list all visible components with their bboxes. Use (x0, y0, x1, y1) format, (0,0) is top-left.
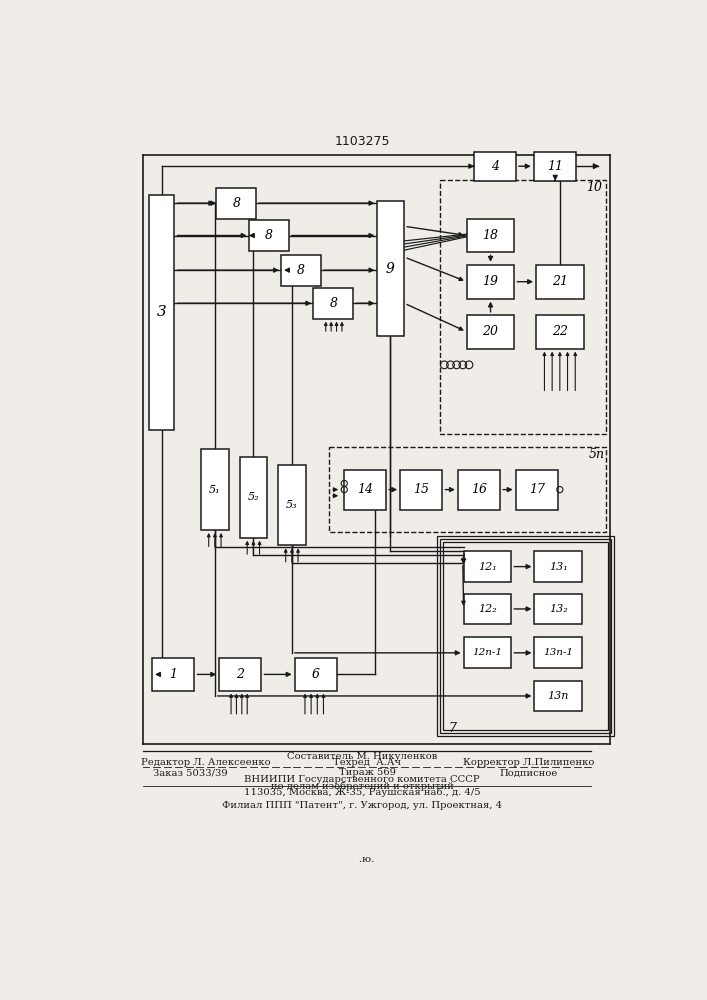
Bar (152, 658, 194, 691)
Bar (534, 551, 582, 582)
Text: 13₂: 13₂ (549, 604, 568, 614)
Text: 15: 15 (414, 483, 429, 496)
Text: 1: 1 (169, 668, 177, 681)
Text: Составитель М. Никуленков: Составитель М. Никуленков (287, 752, 437, 761)
Bar (219, 658, 262, 691)
Bar (440, 180, 606, 434)
Text: Редактор Л. Алексеенко: Редактор Л. Алексеенко (141, 758, 271, 767)
Text: 21: 21 (552, 275, 568, 288)
Text: 13₁: 13₁ (549, 562, 568, 572)
Text: .ю.: .ю. (349, 855, 375, 864)
Text: 5₁: 5₁ (209, 485, 221, 495)
Text: 16: 16 (471, 483, 487, 496)
Bar (464, 637, 511, 668)
Text: Корректор Л.Пилипенко: Корректор Л.Пилипенко (463, 758, 595, 767)
Text: 9: 9 (386, 262, 395, 276)
Text: 5₂: 5₂ (247, 492, 259, 502)
Text: 10: 10 (587, 181, 602, 194)
Bar (216, 188, 257, 219)
Text: 11: 11 (547, 160, 563, 173)
Bar (295, 658, 337, 691)
Bar (440, 539, 611, 733)
Text: 17: 17 (529, 483, 544, 496)
Text: 8: 8 (233, 197, 240, 210)
Text: ВНИИПИ Государственного комитета СССР: ВНИИПИ Государственного комитета СССР (244, 775, 480, 784)
Text: 3: 3 (157, 306, 167, 320)
Bar (536, 315, 584, 349)
Text: 12₁: 12₁ (478, 562, 497, 572)
Bar (437, 536, 614, 736)
Text: Техред  А.Ач: Техред А.Ач (333, 758, 402, 767)
Bar (344, 470, 386, 510)
Text: 12п-1: 12п-1 (472, 648, 503, 657)
Text: 4: 4 (491, 160, 499, 173)
Bar (515, 470, 558, 510)
Text: 5п: 5п (589, 448, 604, 461)
Text: 19: 19 (483, 275, 498, 288)
Bar (474, 152, 516, 181)
Text: 18: 18 (483, 229, 498, 242)
Text: 8: 8 (265, 229, 273, 242)
Bar (467, 315, 515, 349)
Bar (534, 594, 582, 624)
Bar (534, 637, 582, 668)
Bar (400, 470, 443, 510)
Bar (534, 681, 582, 711)
Bar (149, 195, 175, 430)
Bar (313, 288, 354, 319)
Text: 14: 14 (357, 483, 373, 496)
Bar (329, 447, 606, 532)
Text: 13п-1: 13п-1 (543, 648, 573, 657)
Bar (278, 465, 305, 545)
Bar (467, 265, 515, 299)
Text: 7: 7 (448, 722, 456, 735)
Bar (249, 220, 288, 251)
Bar (458, 470, 500, 510)
Text: Тираж 569: Тираж 569 (339, 768, 396, 777)
Bar (377, 201, 404, 336)
Bar (281, 255, 321, 286)
Bar (464, 594, 511, 624)
Text: по делам изобретений и открытий: по делам изобретений и открытий (271, 781, 453, 791)
Bar (464, 551, 511, 582)
Text: 1103275: 1103275 (334, 135, 390, 148)
Text: 113035, Москва, Ж-35, Раушская наб., д. 4/5: 113035, Москва, Ж-35, Раушская наб., д. … (244, 787, 480, 797)
Bar (536, 265, 584, 299)
Text: 12₂: 12₂ (478, 604, 497, 614)
Bar (240, 457, 267, 538)
Bar (443, 542, 607, 730)
Bar (534, 152, 576, 181)
Text: 2: 2 (236, 668, 245, 681)
Bar (201, 449, 229, 530)
Text: 22: 22 (552, 325, 568, 338)
Text: Подписное: Подписное (500, 768, 559, 777)
Text: 20: 20 (483, 325, 498, 338)
Text: 13п: 13п (548, 691, 569, 701)
Bar (467, 219, 515, 252)
Text: 5₃: 5₃ (286, 500, 298, 510)
Text: 8: 8 (297, 264, 305, 277)
Text: Филиал ППП "Патент", г. Ужгород, ул. Проектная, 4: Филиал ППП "Патент", г. Ужгород, ул. Про… (222, 801, 502, 810)
Text: Заказ 5033/39: Заказ 5033/39 (153, 768, 228, 777)
Text: 6: 6 (312, 668, 320, 681)
Text: 8: 8 (329, 297, 337, 310)
